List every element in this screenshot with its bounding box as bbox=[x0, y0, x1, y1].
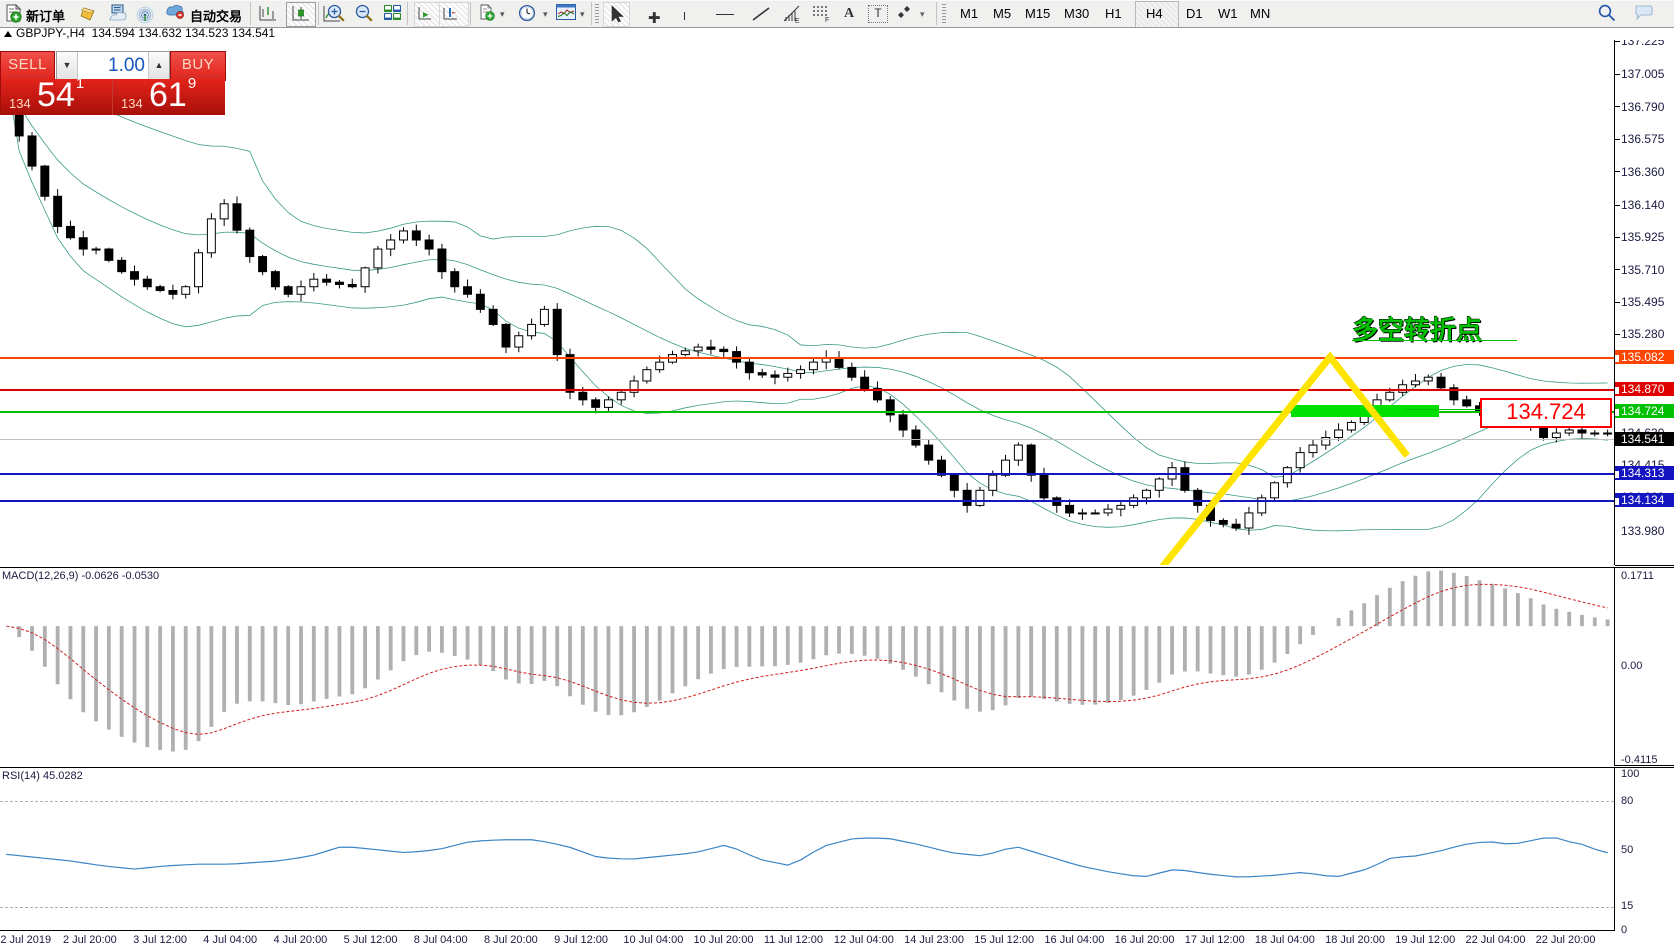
svg-text:F: F bbox=[825, 17, 829, 23]
svg-text:E: E bbox=[795, 18, 800, 24]
